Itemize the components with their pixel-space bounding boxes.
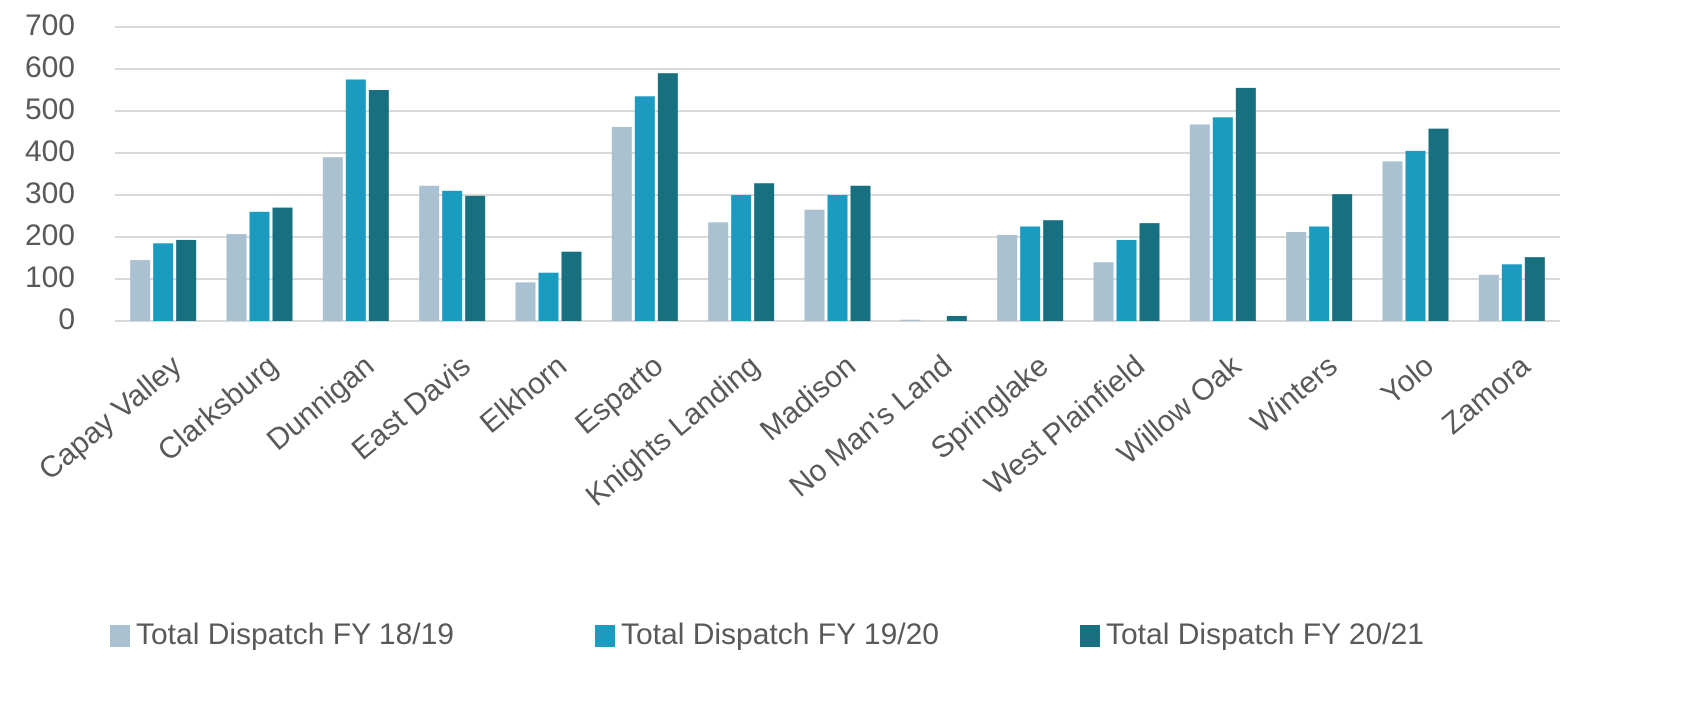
bar (1501, 264, 1522, 321)
legend-label: Total Dispatch FY 19/20 (621, 618, 939, 651)
bar (997, 234, 1018, 321)
bar (1212, 117, 1233, 321)
bar (754, 183, 775, 321)
legend-label: Total Dispatch FY 18/19 (136, 618, 454, 651)
bar (611, 126, 632, 322)
bar (1235, 87, 1256, 322)
bar (1428, 128, 1449, 321)
bar (1116, 239, 1137, 321)
bar (827, 195, 848, 321)
legend-swatch (1080, 625, 1100, 647)
bar (176, 239, 197, 321)
bar (900, 319, 921, 321)
bar (515, 282, 536, 321)
x-tick-label: No Man's Land (783, 349, 958, 503)
x-tick-label: Yolo (1375, 349, 1440, 411)
bar (538, 272, 559, 321)
x-tick-label: Zamora (1436, 349, 1537, 441)
bar (1286, 231, 1307, 321)
bar (804, 209, 825, 321)
bar (1309, 226, 1330, 321)
bar (634, 96, 655, 321)
bar (345, 79, 366, 321)
bar (442, 190, 463, 321)
bar (657, 73, 678, 321)
y-tick-label: 0 (58, 303, 75, 336)
y-tick-label: 300 (25, 177, 75, 210)
bar (1332, 194, 1353, 321)
bar (850, 185, 871, 321)
bar (1093, 262, 1114, 321)
bar (561, 251, 582, 321)
y-tick-label: 600 (25, 51, 75, 84)
y-tick-label: 700 (25, 9, 75, 42)
bar (1189, 124, 1210, 321)
bar (1139, 223, 1160, 321)
bar (731, 195, 752, 321)
bar (130, 260, 151, 321)
bar (272, 207, 293, 321)
bar (946, 315, 967, 321)
bar (1043, 220, 1064, 321)
bar (708, 222, 729, 321)
bar (419, 185, 440, 321)
x-tick-label: Capay Valley (33, 349, 188, 486)
x-tick-label: Elkhorn (474, 349, 573, 440)
bar (226, 234, 247, 321)
y-tick-label: 100 (25, 261, 75, 294)
legend-swatch (595, 625, 615, 647)
bar (1382, 161, 1403, 321)
bar (249, 211, 270, 321)
bar (368, 90, 389, 321)
y-tick-label: 500 (25, 93, 75, 126)
legend-swatch (110, 625, 130, 647)
y-tick-label: 400 (25, 135, 75, 168)
bar (1524, 257, 1545, 321)
x-tick-label: Knights Landing (580, 349, 766, 513)
x-tick-label: Winters (1245, 349, 1344, 440)
bar (1405, 150, 1426, 321)
y-tick-label: 200 (25, 219, 75, 252)
bar (153, 243, 174, 321)
bar (322, 157, 343, 321)
x-tick-label: West Plainfield (978, 349, 1151, 501)
bar (465, 195, 486, 321)
bar (1478, 274, 1499, 321)
legend-label: Total Dispatch FY 20/21 (1106, 618, 1424, 651)
bar (1020, 226, 1041, 321)
